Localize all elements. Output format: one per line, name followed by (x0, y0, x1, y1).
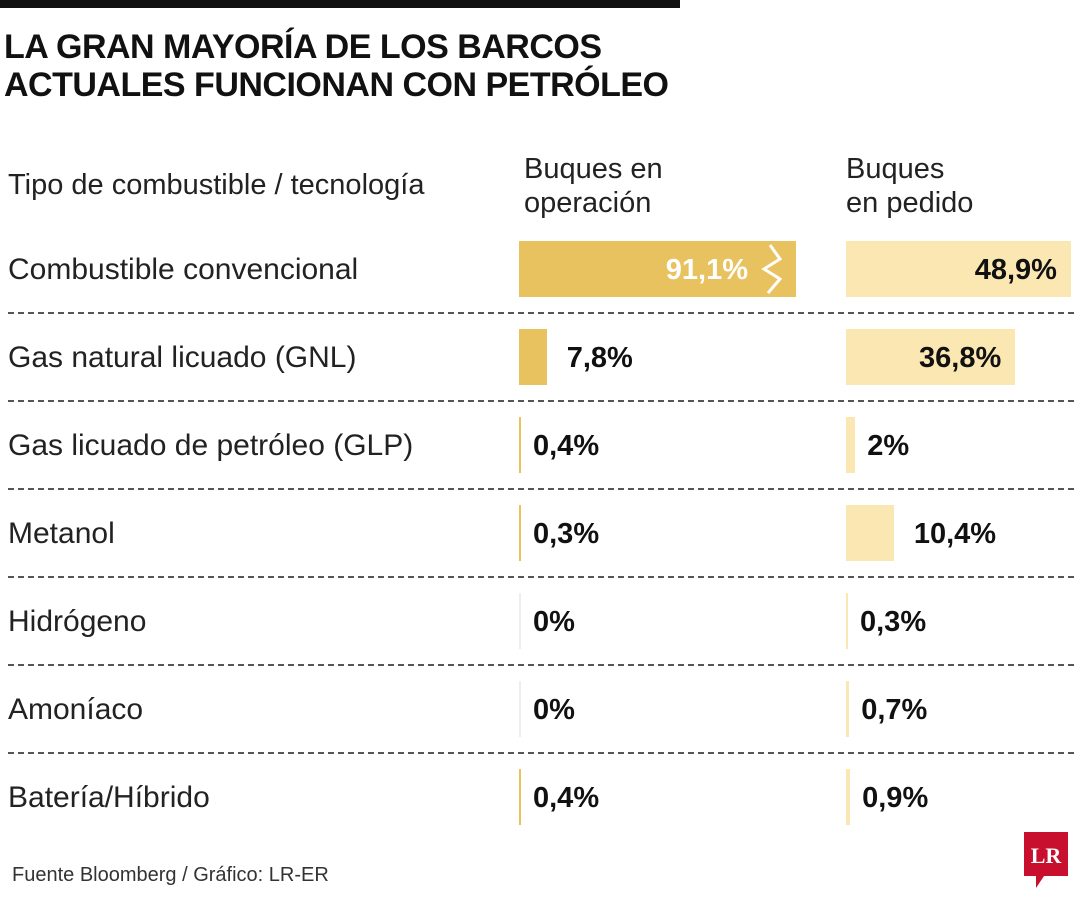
row-divider (8, 576, 1074, 578)
table-row: Metanol 0,3% 10,4% (0, 490, 1080, 578)
ordered-bar (846, 505, 894, 561)
lr-logo-badge (1024, 832, 1068, 888)
ordered-value-label: 0,9% (862, 782, 929, 814)
operation-value-label: 7,8% (566, 342, 633, 374)
row-divider (8, 312, 1074, 314)
operation-bar (519, 417, 521, 473)
table-row: Gas natural licuado (GNL) 7,8% 36,8% (0, 314, 1080, 402)
operation-bar (519, 329, 547, 385)
table-row: Gas licuado de petróleo (GLP) 0,4% 2% (0, 402, 1080, 490)
table-row: Combustible convencional 91,1% 48,9% (0, 226, 1080, 314)
category-label: Metanol (8, 517, 115, 550)
ordered-bar (846, 241, 1071, 297)
lr-logo: LR (1024, 832, 1068, 888)
ordered-value-label: 10,4% (913, 518, 997, 550)
ordered-header-line-2: en pedido (846, 187, 974, 219)
category-label: Gas licuado de petróleo (GLP) (8, 429, 414, 462)
operation-value-label: 0% (533, 694, 575, 726)
chart-title: LA GRAN MAYORÍA DE LOS BARCOS ACTUALES F… (4, 28, 764, 104)
source-note: Fuente Bloomberg / Gráfico: LR-ER (12, 864, 329, 886)
axis-break-zigzag (761, 244, 783, 294)
operation-value-label: 91,1% (665, 254, 748, 286)
ordered-value-label: 48,9% (974, 254, 1057, 286)
axis-break-mark (761, 244, 783, 294)
top-rule (0, 0, 680, 8)
operation-header-line-1: Buques en (524, 153, 663, 185)
ordered-bar (846, 593, 848, 649)
ordered-value-label: 0,3% (860, 606, 927, 638)
lr-logo-text: LR (1031, 843, 1063, 868)
operation-bar (519, 769, 521, 825)
operation-value-label: 0,4% (533, 430, 600, 462)
operation-value-label: 0,3% (533, 518, 600, 550)
row-divider (8, 488, 1074, 490)
ordered-bar (846, 681, 850, 737)
ordered-value-label: 2% (867, 430, 910, 462)
operation-bar (519, 593, 521, 649)
operation-value-label: 0% (533, 606, 575, 638)
operation-bar (519, 681, 521, 737)
operation-value-label: 0,4% (533, 782, 600, 814)
ordered-bar (846, 769, 851, 825)
ordered-value-label: 36,8% (919, 342, 1002, 374)
ordered-bar (846, 329, 1016, 385)
row-divider (8, 752, 1074, 754)
operation-bar (519, 241, 796, 297)
category-label: Combustible convencional (8, 253, 359, 286)
ordered-value-label: 0,7% (861, 694, 928, 726)
ordered-column-header: Buques en pedido (846, 152, 1066, 220)
table-row: Amoníaco 0% 0,7% (0, 666, 1080, 754)
category-label: Gas natural licuado (GNL) (8, 341, 357, 374)
category-label: Hidrógeno (8, 605, 147, 638)
chart-title-line-2: ACTUALES FUNCIONAN CON PETRÓLEO (4, 66, 669, 104)
table-row: Hidrógeno 0% 0,3% (0, 578, 1080, 666)
category-label: Amoníaco (8, 693, 144, 726)
operation-header-line-2: operación (524, 187, 652, 219)
ordered-header-line-1: Buques (846, 153, 945, 185)
category-column-header: Tipo de combustible / tecnología (8, 169, 425, 201)
table-row: Batería/Híbrido 0,4% 0,9% (0, 754, 1080, 842)
chart-title-line-1: LA GRAN MAYORÍA DE LOS BARCOS (4, 28, 602, 66)
ordered-bar (846, 417, 856, 473)
operation-bar (519, 505, 521, 561)
row-divider (8, 400, 1074, 402)
category-label: Batería/Híbrido (8, 781, 210, 814)
operation-column-header: Buques en operación (524, 152, 764, 220)
row-divider (8, 664, 1074, 666)
